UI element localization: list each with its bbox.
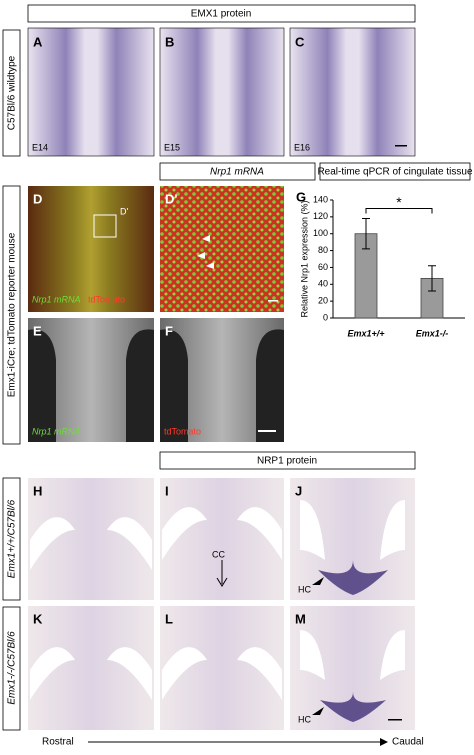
commissure — [318, 560, 388, 722]
arrowhead — [380, 738, 388, 746]
y-tick-label: 100 — [313, 228, 328, 238]
panel-letter: G — [296, 189, 306, 204]
header: Nrp1 mRNA — [210, 167, 264, 178]
y-tick-label: 20 — [318, 296, 328, 306]
y-tick-label: 120 — [313, 211, 328, 221]
micrograph-group — [28, 478, 415, 730]
annotation: CC — [212, 549, 225, 559]
row-label-box — [2, 29, 21, 157]
channel-label: tdTomato — [164, 426, 201, 436]
micrograph — [159, 27, 285, 157]
y-axis-label: Relative Nrp1 expression (%) — [299, 200, 309, 317]
header: EMX1 protein — [191, 9, 252, 20]
row-label-box — [2, 606, 21, 731]
row-label-box — [2, 477, 21, 601]
direction-label: Caudal — [392, 737, 424, 748]
inset-label: D' — [120, 206, 128, 216]
channel-label: Nrp1 mRNA — [32, 294, 81, 304]
panel-letter: K — [33, 611, 43, 626]
header-box — [159, 162, 316, 181]
y-tick-label: 60 — [318, 262, 328, 272]
y-tick-label: 80 — [318, 245, 328, 255]
panel-letter: I — [165, 483, 169, 498]
header-box — [319, 162, 471, 181]
channel-label: tdTomato — [88, 294, 125, 304]
micrograph — [28, 186, 154, 312]
ventricle — [28, 329, 154, 442]
significance-bracket — [365, 208, 433, 214]
panel-letter: M — [295, 611, 306, 626]
annotation: HC — [298, 714, 311, 724]
panel-letter: B — [165, 34, 174, 49]
row-label: Emx1-/-/C57Bl/6 — [7, 631, 18, 705]
row-label: Emx1-iCre; tdTomato reporter mouse — [7, 232, 18, 397]
scale-bar — [268, 300, 278, 302]
stage-label: E15 — [164, 142, 180, 152]
panel-letter: J — [295, 483, 302, 498]
header-box — [159, 451, 416, 470]
error-bar — [428, 265, 436, 292]
inset-box — [93, 214, 117, 238]
panel-letter: L — [165, 611, 173, 626]
micrograph — [27, 27, 155, 157]
micrograph — [160, 186, 284, 312]
header: Real-time qPCR of cingulate tissue — [317, 167, 473, 178]
header: NRP1 protein — [257, 456, 317, 467]
arrow — [216, 560, 228, 587]
bar-chart: G Relative Nrp1 expression (%) 0 20 40 60 80… — [296, 189, 465, 338]
header-box — [27, 4, 416, 23]
channel-label: Nrp1 mRNA — [32, 426, 81, 436]
panel-letter: E — [33, 323, 42, 338]
annotation: HC — [298, 584, 311, 594]
direction-label: Rostral — [42, 737, 74, 748]
y-tick-label: 0 — [323, 312, 328, 322]
error-bar — [362, 218, 370, 250]
panel-letter: F — [165, 323, 173, 338]
x-tick-label: Emx1-/- — [416, 328, 449, 338]
row-label: C57Bl/6 wildtype — [7, 55, 18, 130]
arrowhead — [197, 235, 214, 269]
ventricle — [30, 500, 405, 700]
row-label-box — [2, 185, 21, 445]
scale-bar — [388, 719, 402, 721]
stage-label: E16 — [294, 142, 310, 152]
x-tick-label: Emx1+/+ — [347, 328, 385, 338]
panel-letter: H — [33, 483, 42, 498]
y-tick-label: 40 — [318, 279, 328, 289]
panel-letter: D — [33, 191, 42, 206]
y-tick-label: 140 — [313, 194, 328, 204]
micrograph — [289, 27, 416, 157]
stage-label: E14 — [32, 142, 48, 152]
panel-letter: D' — [165, 191, 177, 206]
panel-letter: C — [295, 34, 305, 49]
scale-bar — [258, 430, 276, 432]
row-label: Emx1+/+/C57Bl/6 — [7, 499, 18, 578]
significance-label: * — [396, 194, 402, 210]
scale-bar — [395, 145, 407, 147]
panel-letter: A — [33, 34, 43, 49]
